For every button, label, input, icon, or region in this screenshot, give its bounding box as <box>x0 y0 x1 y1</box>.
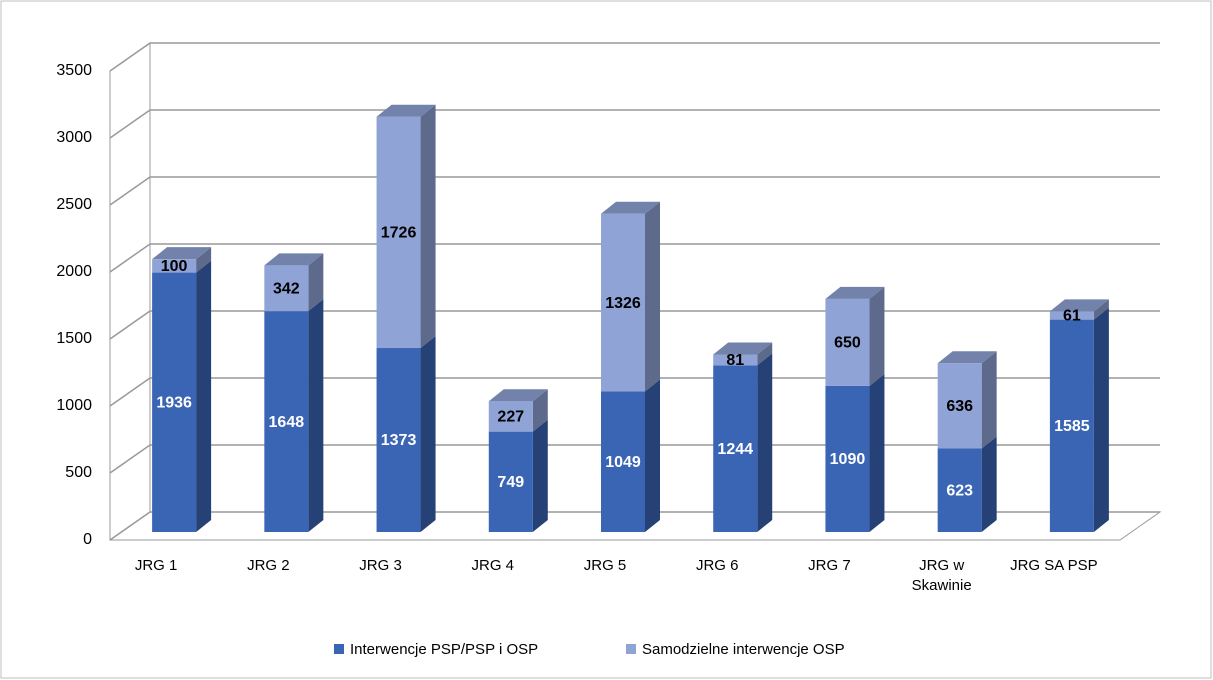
bar <box>937 363 982 449</box>
bar <box>488 401 533 432</box>
bar-side <box>1093 307 1109 532</box>
axis-wall <box>109 43 151 541</box>
grid-line <box>109 444 1160 474</box>
bar-side <box>420 336 436 532</box>
data-label: 749 <box>497 474 524 491</box>
x-tick-label: JRG 3 <box>359 557 402 574</box>
grid-line <box>109 176 1160 206</box>
legend-label: Interwencje PSP/PSP i OSP <box>350 641 538 658</box>
grid-line <box>109 42 1160 72</box>
bar <box>937 448 982 532</box>
data-label: 1090 <box>830 451 866 468</box>
y-tick-label: 1000 <box>56 397 92 414</box>
bar-side <box>532 419 548 532</box>
bar <box>825 298 870 386</box>
bar-side <box>869 286 885 386</box>
bar <box>152 259 197 273</box>
grid-line <box>109 511 1160 541</box>
grid-line <box>109 310 1160 340</box>
bar-side <box>981 436 997 532</box>
bar-top <box>1049 299 1109 312</box>
legend-label: Samodzielne interwencje OSP <box>642 641 845 658</box>
bar <box>376 116 421 349</box>
bar <box>825 385 870 532</box>
data-label: 1936 <box>156 395 192 412</box>
bar <box>264 265 309 312</box>
x-tick-label: JRG 1 <box>134 557 178 574</box>
bar-side <box>1093 299 1109 320</box>
data-label: 100 <box>161 258 188 275</box>
bar-side <box>196 260 212 532</box>
x-tick-label: JRG 5 <box>583 557 627 574</box>
data-label: 227 <box>497 409 524 426</box>
data-label: 1373 <box>381 432 417 449</box>
y-tick-label: 2000 <box>56 263 92 280</box>
bar-side <box>645 201 660 392</box>
data-label: 342 <box>273 280 300 297</box>
bar-top <box>264 253 324 266</box>
bar-top <box>152 247 212 260</box>
data-label: 1244 <box>717 441 753 458</box>
data-label: 1648 <box>269 414 305 431</box>
y-tick-label: 2500 <box>56 196 92 213</box>
data-label: 636 <box>946 398 973 415</box>
bar-side <box>308 299 324 532</box>
bar <box>488 431 533 532</box>
data-label: 81 <box>726 352 744 369</box>
x-tick-label: JRG 2 <box>247 557 290 574</box>
x-tick-label: JRG 6 <box>695 557 739 574</box>
bar-top <box>376 104 436 117</box>
legend-swatch <box>626 644 636 654</box>
bar-side <box>308 253 324 312</box>
bar <box>1049 319 1094 532</box>
grid-line <box>109 377 1160 407</box>
y-tick-label: 3000 <box>56 129 92 146</box>
legend-swatch <box>334 644 344 654</box>
bar-side <box>757 353 773 532</box>
y-tick-label: 1500 <box>56 330 92 347</box>
y-tick-label: 0 <box>83 531 92 548</box>
y-tick-label: 3500 <box>56 62 92 79</box>
data-label: 623 <box>946 482 973 499</box>
bar-side <box>532 389 548 432</box>
data-label: 1326 <box>605 295 641 312</box>
bar-side <box>757 342 773 366</box>
bar <box>264 311 309 532</box>
bar-top <box>488 389 548 402</box>
bar <box>152 272 197 532</box>
y-tick-label: 500 <box>65 464 92 481</box>
x-tick-label: JRG SA PSP <box>1010 557 1098 574</box>
bar <box>713 365 758 532</box>
bar <box>601 213 645 392</box>
bar-side <box>869 373 885 532</box>
bar-side <box>981 351 997 449</box>
data-label: 1585 <box>1054 418 1090 435</box>
data-label: 61 <box>1063 308 1081 325</box>
bar <box>376 348 421 532</box>
data-label: 1049 <box>605 454 641 471</box>
bar-side <box>645 379 660 532</box>
data-label: 1726 <box>381 225 417 242</box>
x-tick-label: JRG w Skawinie <box>911 557 972 594</box>
bar-side <box>420 104 436 349</box>
bar <box>601 391 645 532</box>
bar-top <box>825 286 885 299</box>
x-tick-label: JRG 7 <box>808 557 851 574</box>
bar <box>1049 311 1094 320</box>
bar <box>713 354 758 366</box>
grid-line <box>109 243 1160 273</box>
bar-top <box>713 342 773 355</box>
grid-line <box>109 109 1160 139</box>
x-tick-label: JRG 4 <box>471 557 515 574</box>
bar-top <box>937 351 997 364</box>
bar-side <box>196 247 212 273</box>
data-label: 650 <box>834 335 861 352</box>
bar-top <box>601 201 660 214</box>
